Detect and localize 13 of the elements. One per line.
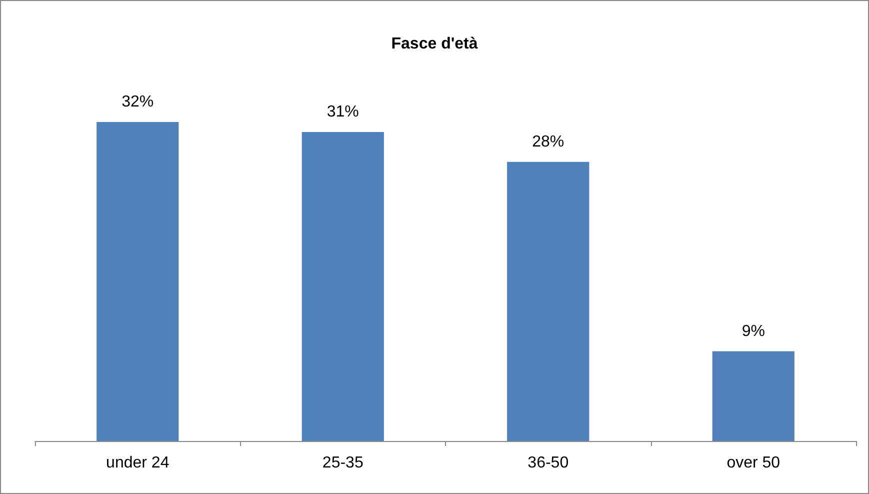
x-tick-label: over 50 <box>726 454 780 472</box>
chart-title: Fasce d'età <box>391 36 478 52</box>
x-tick-label: 36-50 <box>528 454 569 472</box>
data-label: 31% <box>326 103 359 120</box>
bar <box>507 162 590 441</box>
x-tick-label: 25-35 <box>322 454 364 472</box>
bar <box>712 351 794 441</box>
bar <box>302 132 384 441</box>
bar <box>96 122 179 441</box>
data-label: 32% <box>122 94 154 110</box>
x-tick-label: under 24 <box>106 454 170 472</box>
data-label: 28% <box>532 133 564 150</box>
data-label: 9% <box>742 322 765 340</box>
